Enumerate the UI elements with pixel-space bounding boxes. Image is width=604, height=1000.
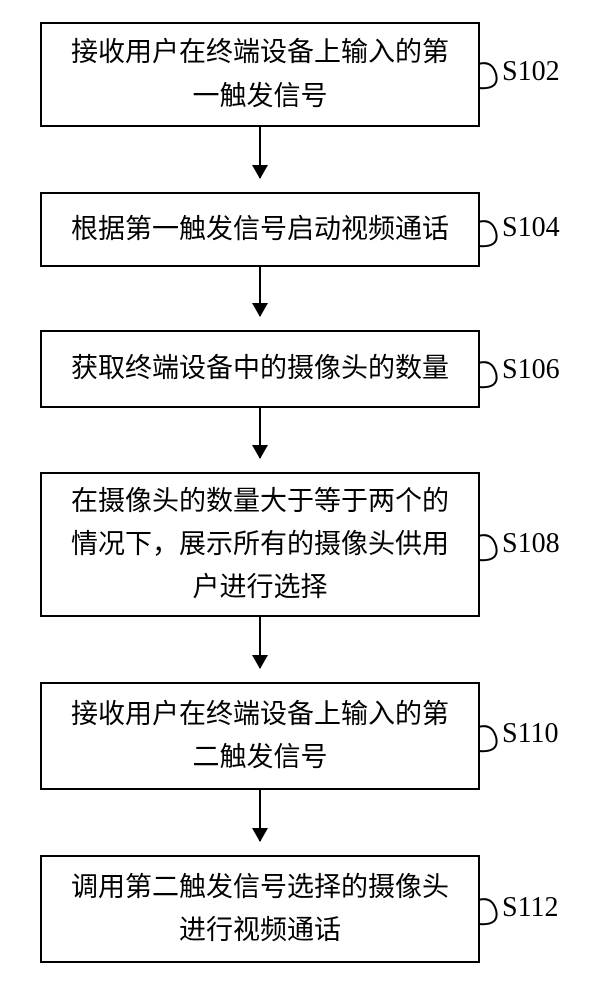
step-label-s108: S108 (502, 528, 560, 560)
arrow-s110-to-s112 (259, 790, 261, 841)
connector-curve (478, 532, 508, 564)
step-box-s106: 获取终端设备中的摄像头的数量 (40, 330, 480, 408)
step-text: 获取终端设备中的摄像头的数量 (71, 347, 449, 390)
connector-curve (478, 896, 508, 928)
step-label-s110: S110 (502, 718, 559, 750)
arrow-s104-to-s106 (259, 267, 261, 316)
step-box-s104: 根据第一触发信号启动视频通话 (40, 192, 480, 267)
step-label-s104: S104 (502, 212, 560, 244)
step-box-s110: 接收用户在终端设备上输入的第二触发信号 (40, 682, 480, 790)
step-label-s102: S102 (502, 56, 560, 88)
step-text: 调用第二触发信号选择的摄像头进行视频通话 (62, 866, 458, 952)
connector-curve (478, 60, 508, 92)
step-box-s112: 调用第二触发信号选择的摄像头进行视频通话 (40, 855, 480, 963)
step-text: 接收用户在终端设备上输入的第一触发信号 (62, 31, 458, 117)
step-text: 在摄像头的数量大于等于两个的情况下，展示所有的摄像头供用户进行选择 (62, 480, 458, 610)
connector-curve (478, 218, 508, 250)
step-label-s106: S106 (502, 354, 560, 386)
connector-curve (478, 359, 508, 391)
arrow-s106-to-s108 (259, 408, 261, 458)
arrow-s108-to-s110 (259, 617, 261, 668)
step-label-s112: S112 (502, 892, 559, 924)
step-box-s102: 接收用户在终端设备上输入的第一触发信号 (40, 22, 480, 127)
step-box-s108: 在摄像头的数量大于等于两个的情况下，展示所有的摄像头供用户进行选择 (40, 472, 480, 617)
step-text: 根据第一触发信号启动视频通话 (71, 208, 449, 251)
step-text: 接收用户在终端设备上输入的第二触发信号 (62, 693, 458, 779)
connector-curve (478, 723, 508, 755)
flowchart-container: 接收用户在终端设备上输入的第一触发信号 S102 根据第一触发信号启动视频通话 S10… (0, 0, 604, 1000)
arrow-s102-to-s104 (259, 127, 261, 178)
